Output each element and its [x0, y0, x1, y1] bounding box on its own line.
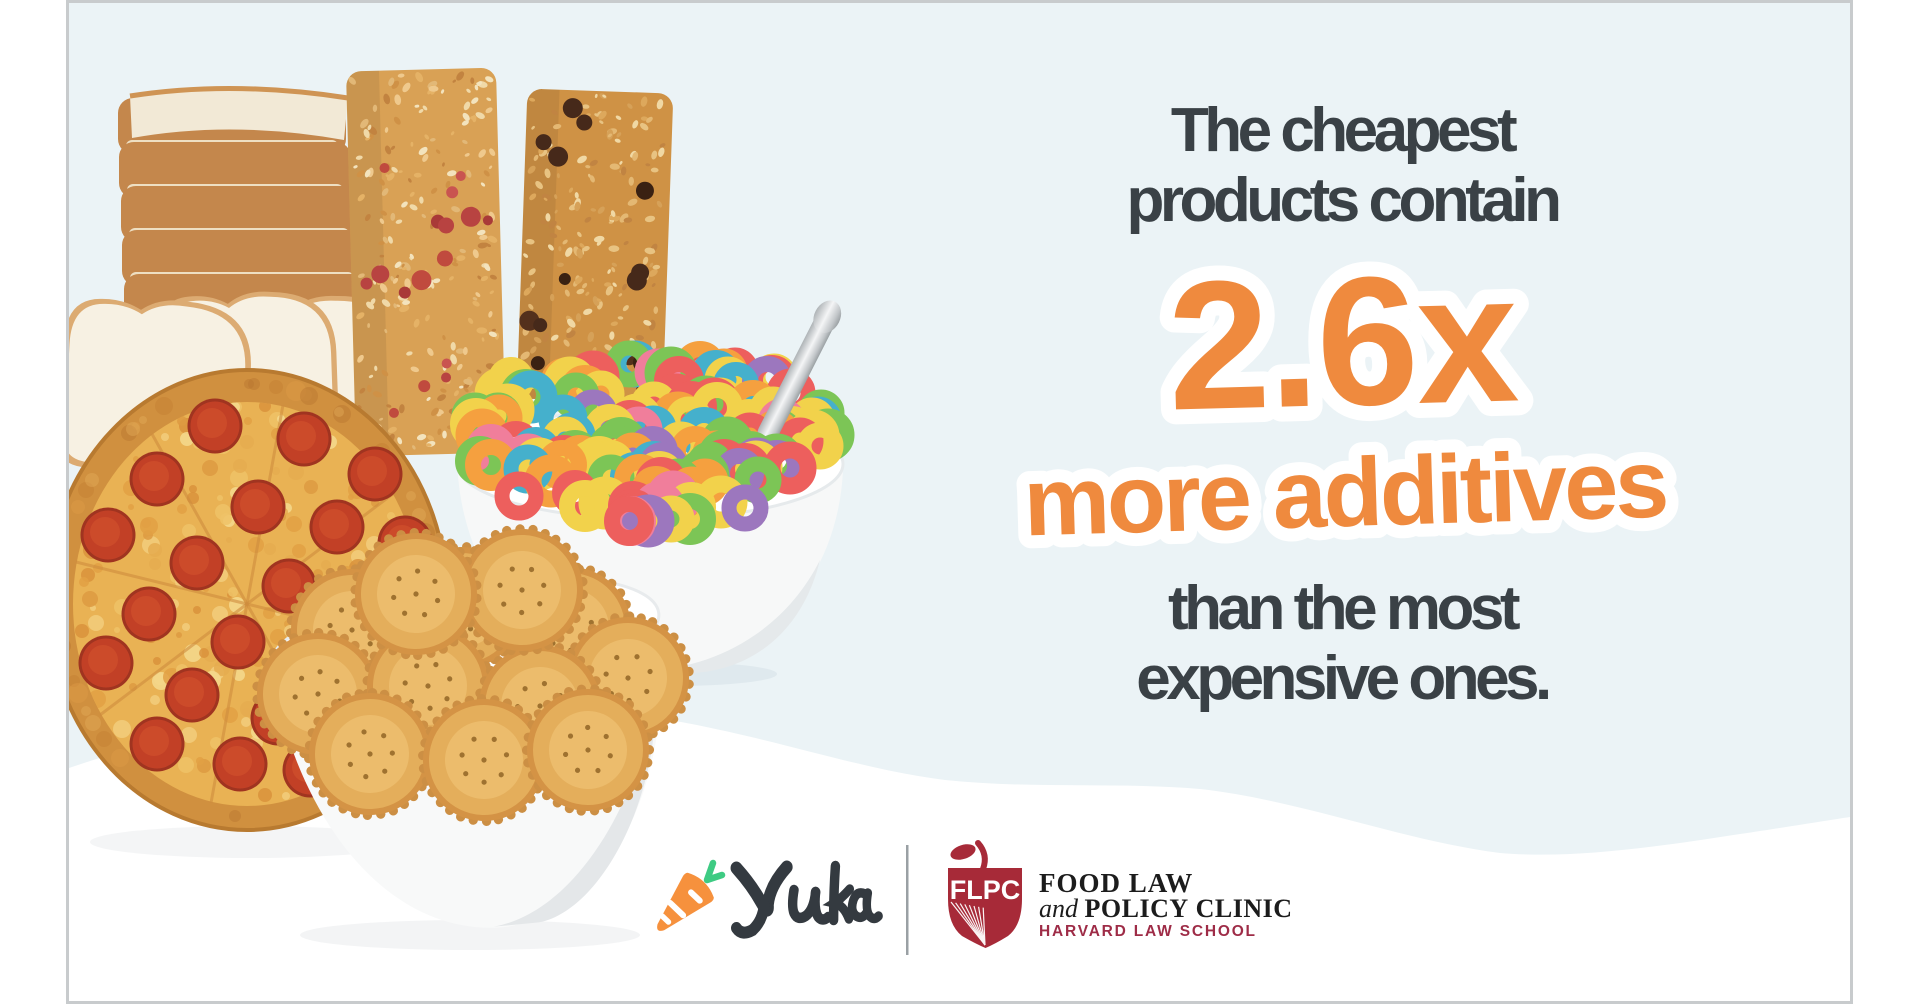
- svg-text:2.6x: 2.6x: [1165, 234, 1520, 448]
- svg-text:FLPC: FLPC: [950, 875, 1021, 905]
- svg-text:more additives: more additives: [1022, 428, 1668, 556]
